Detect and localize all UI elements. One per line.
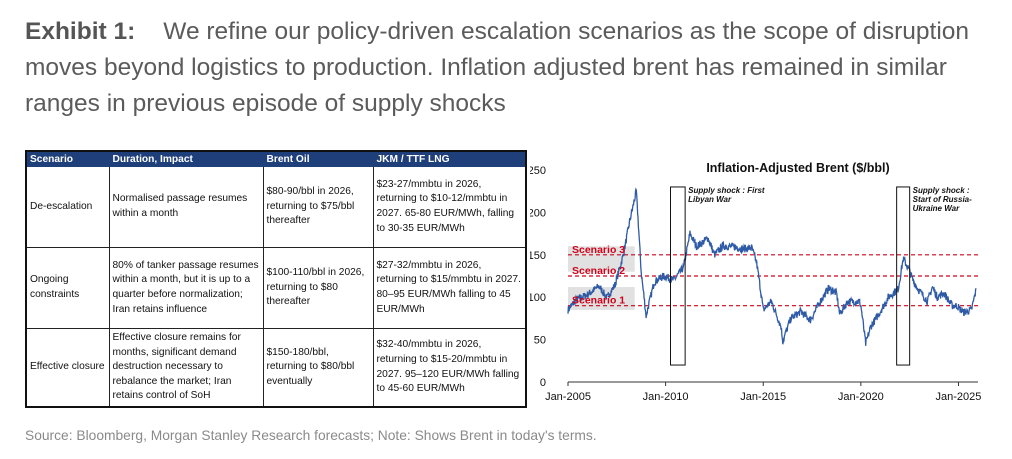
table-cell: Ongoing constraints	[25, 247, 110, 329]
y-tick-label: 250	[530, 165, 546, 177]
reference-line-label: Scenario 2	[572, 265, 625, 277]
y-tick-label: 50	[534, 335, 546, 347]
supply-shock-label: Supply shock : Start of Russia-Ukraine Wa…	[913, 186, 972, 213]
table-cell: 80% of tanker passage resumes within a m…	[108, 247, 264, 329]
supply-shock-box	[670, 186, 686, 366]
x-tick-label: Jan-2015	[740, 391, 786, 403]
x-tick-label: Jan-2005	[545, 391, 591, 403]
scenario-table: Scenario Duration, Impact Brent Oil JKM …	[25, 150, 527, 408]
table-cell: $100-110/bbl in 2026, returning to $80 t…	[262, 247, 374, 329]
table-row: Effective closure Effective closure rema…	[25, 328, 527, 408]
table-cell: De-escalation	[25, 166, 110, 248]
table-row: De-escalation Normalised passage resumes…	[25, 166, 527, 248]
table-header-cell: Duration, Impact	[108, 150, 264, 167]
supply-shock-label: Supply shock : First Libyan War	[688, 186, 765, 204]
y-tick-label: 0	[540, 377, 546, 389]
supply-shock-box	[896, 186, 911, 366]
source-note: Source: Bloomberg, Morgan Stanley Resear…	[25, 428, 597, 443]
brent-chart: Inflation-Adjusted Brent ($/bbl) 0 50 100 1…	[530, 161, 982, 403]
exhibit-title: Exhibit 1: We refine our policy-driven es…	[25, 14, 1000, 122]
y-tick-label: 150	[530, 250, 546, 262]
table-header-cell: Scenario	[25, 150, 110, 167]
brent-series-line	[567, 187, 977, 346]
x-tick-label: Jan-2025	[936, 391, 982, 403]
table-row: Ongoing constraints 80% of tanker passag…	[25, 247, 527, 329]
table-cell: $80-90/bbl in 2026, returning to $75/bbl…	[262, 166, 374, 248]
chart-title: Inflation-Adjusted Brent ($/bbl)	[706, 161, 889, 175]
table-cell: Effective closure remains for months, si…	[108, 328, 264, 408]
table-header-cell: JKM / TTF LNG	[372, 150, 527, 167]
table-cell: $32-40/mmbtu in 2026, returning to $15-2…	[372, 328, 527, 408]
exhibit-label: Exhibit 1:	[25, 18, 136, 45]
reference-line-label: Scenario 3	[572, 244, 625, 256]
table-cell: $23-27/mmbtu in 2026, returning to $10-1…	[372, 166, 527, 248]
reference-line-label: Scenario 1	[572, 295, 625, 307]
table-cell: Effective closure	[25, 328, 110, 408]
table-cell: Normalised passage resumes within a mont…	[108, 166, 264, 248]
table-cell: $150-180/bbl, returning to $80/bbl event…	[262, 328, 374, 408]
y-tick-label: 200	[530, 207, 546, 219]
table-header-cell: Brent Oil	[262, 150, 374, 167]
y-tick-label: 100	[530, 292, 546, 304]
scenario-band	[568, 246, 635, 272]
table-header-row: Scenario Duration, Impact Brent Oil JKM …	[25, 150, 527, 167]
exhibit-text: We refine our policy-driven escalation s…	[25, 18, 970, 117]
x-tick-label: Jan-2020	[838, 391, 884, 403]
table-cell: $27-32/mmbtu in 2026, returning to $15/m…	[372, 247, 527, 329]
x-tick-label: Jan-2010	[643, 391, 689, 403]
scenario-band	[568, 287, 635, 310]
